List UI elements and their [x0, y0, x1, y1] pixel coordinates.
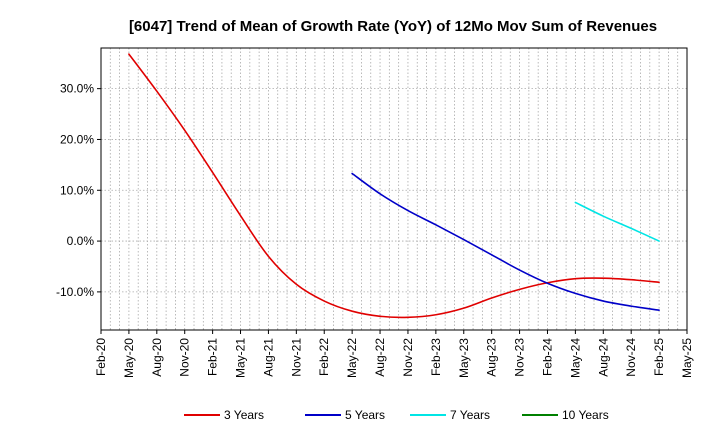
x-tick-label: May-21 — [234, 338, 248, 378]
x-tick-label: Feb-23 — [429, 338, 443, 376]
y-axis-ticks: -10.0% 0.0% 10.0% 20.0% 30.0% — [56, 82, 101, 299]
legend-label-5-years: 5 Years — [345, 408, 385, 422]
y-tick-label: -10.0% — [56, 285, 94, 299]
legend: 3 Years 5 Years 7 Years 10 Years — [184, 408, 609, 422]
x-tick-label: Nov-24 — [624, 338, 638, 377]
x-tick-label: May-20 — [122, 338, 136, 378]
x-tick-label: Aug-23 — [485, 338, 499, 377]
series-line-7-years — [574, 201, 660, 242]
y-tick-label: 30.0% — [60, 82, 94, 96]
y-tick-label: 0.0% — [67, 234, 95, 248]
gridlines — [101, 48, 687, 330]
y-tick-label: 20.0% — [60, 132, 94, 146]
x-tick-label: Feb-24 — [540, 338, 554, 376]
x-tick-label: Feb-21 — [206, 338, 220, 376]
x-tick-label: Feb-22 — [317, 338, 331, 376]
x-tick-label: Nov-20 — [178, 338, 192, 377]
chart-title: [6047] Trend of Mean of Growth Rate (YoY… — [129, 18, 657, 35]
x-axis-ticks: Feb-20 May-20 Aug-20 Nov-20 Feb-21 May-21 Aug-… — [94, 330, 694, 378]
x-tick-label: Aug-22 — [373, 338, 387, 377]
x-tick-label: May-24 — [568, 338, 582, 378]
x-tick-label: May-22 — [345, 338, 359, 378]
series-line-3-years — [128, 53, 660, 319]
legend-label-10-years: 10 Years — [562, 408, 609, 422]
legend-label-7-years: 7 Years — [450, 408, 490, 422]
x-tick-label: Aug-24 — [596, 338, 610, 377]
y-tick-label: 10.0% — [60, 183, 94, 197]
x-tick-label: Aug-21 — [261, 338, 275, 377]
x-tick-label: Aug-20 — [150, 338, 164, 377]
x-tick-label: Nov-22 — [401, 338, 415, 377]
x-tick-label: Feb-25 — [652, 338, 666, 376]
x-tick-label: Nov-21 — [289, 338, 303, 377]
x-tick-label: Feb-20 — [94, 338, 108, 376]
series-line-5-years — [351, 172, 660, 311]
x-tick-label: May-23 — [457, 338, 471, 378]
series-lines — [128, 53, 660, 319]
plot-area-frame — [100, 47, 688, 331]
x-tick-label: Nov-23 — [513, 338, 527, 377]
x-tick-label: May-25 — [680, 338, 694, 378]
legend-label-3-years: 3 Years — [224, 408, 264, 422]
